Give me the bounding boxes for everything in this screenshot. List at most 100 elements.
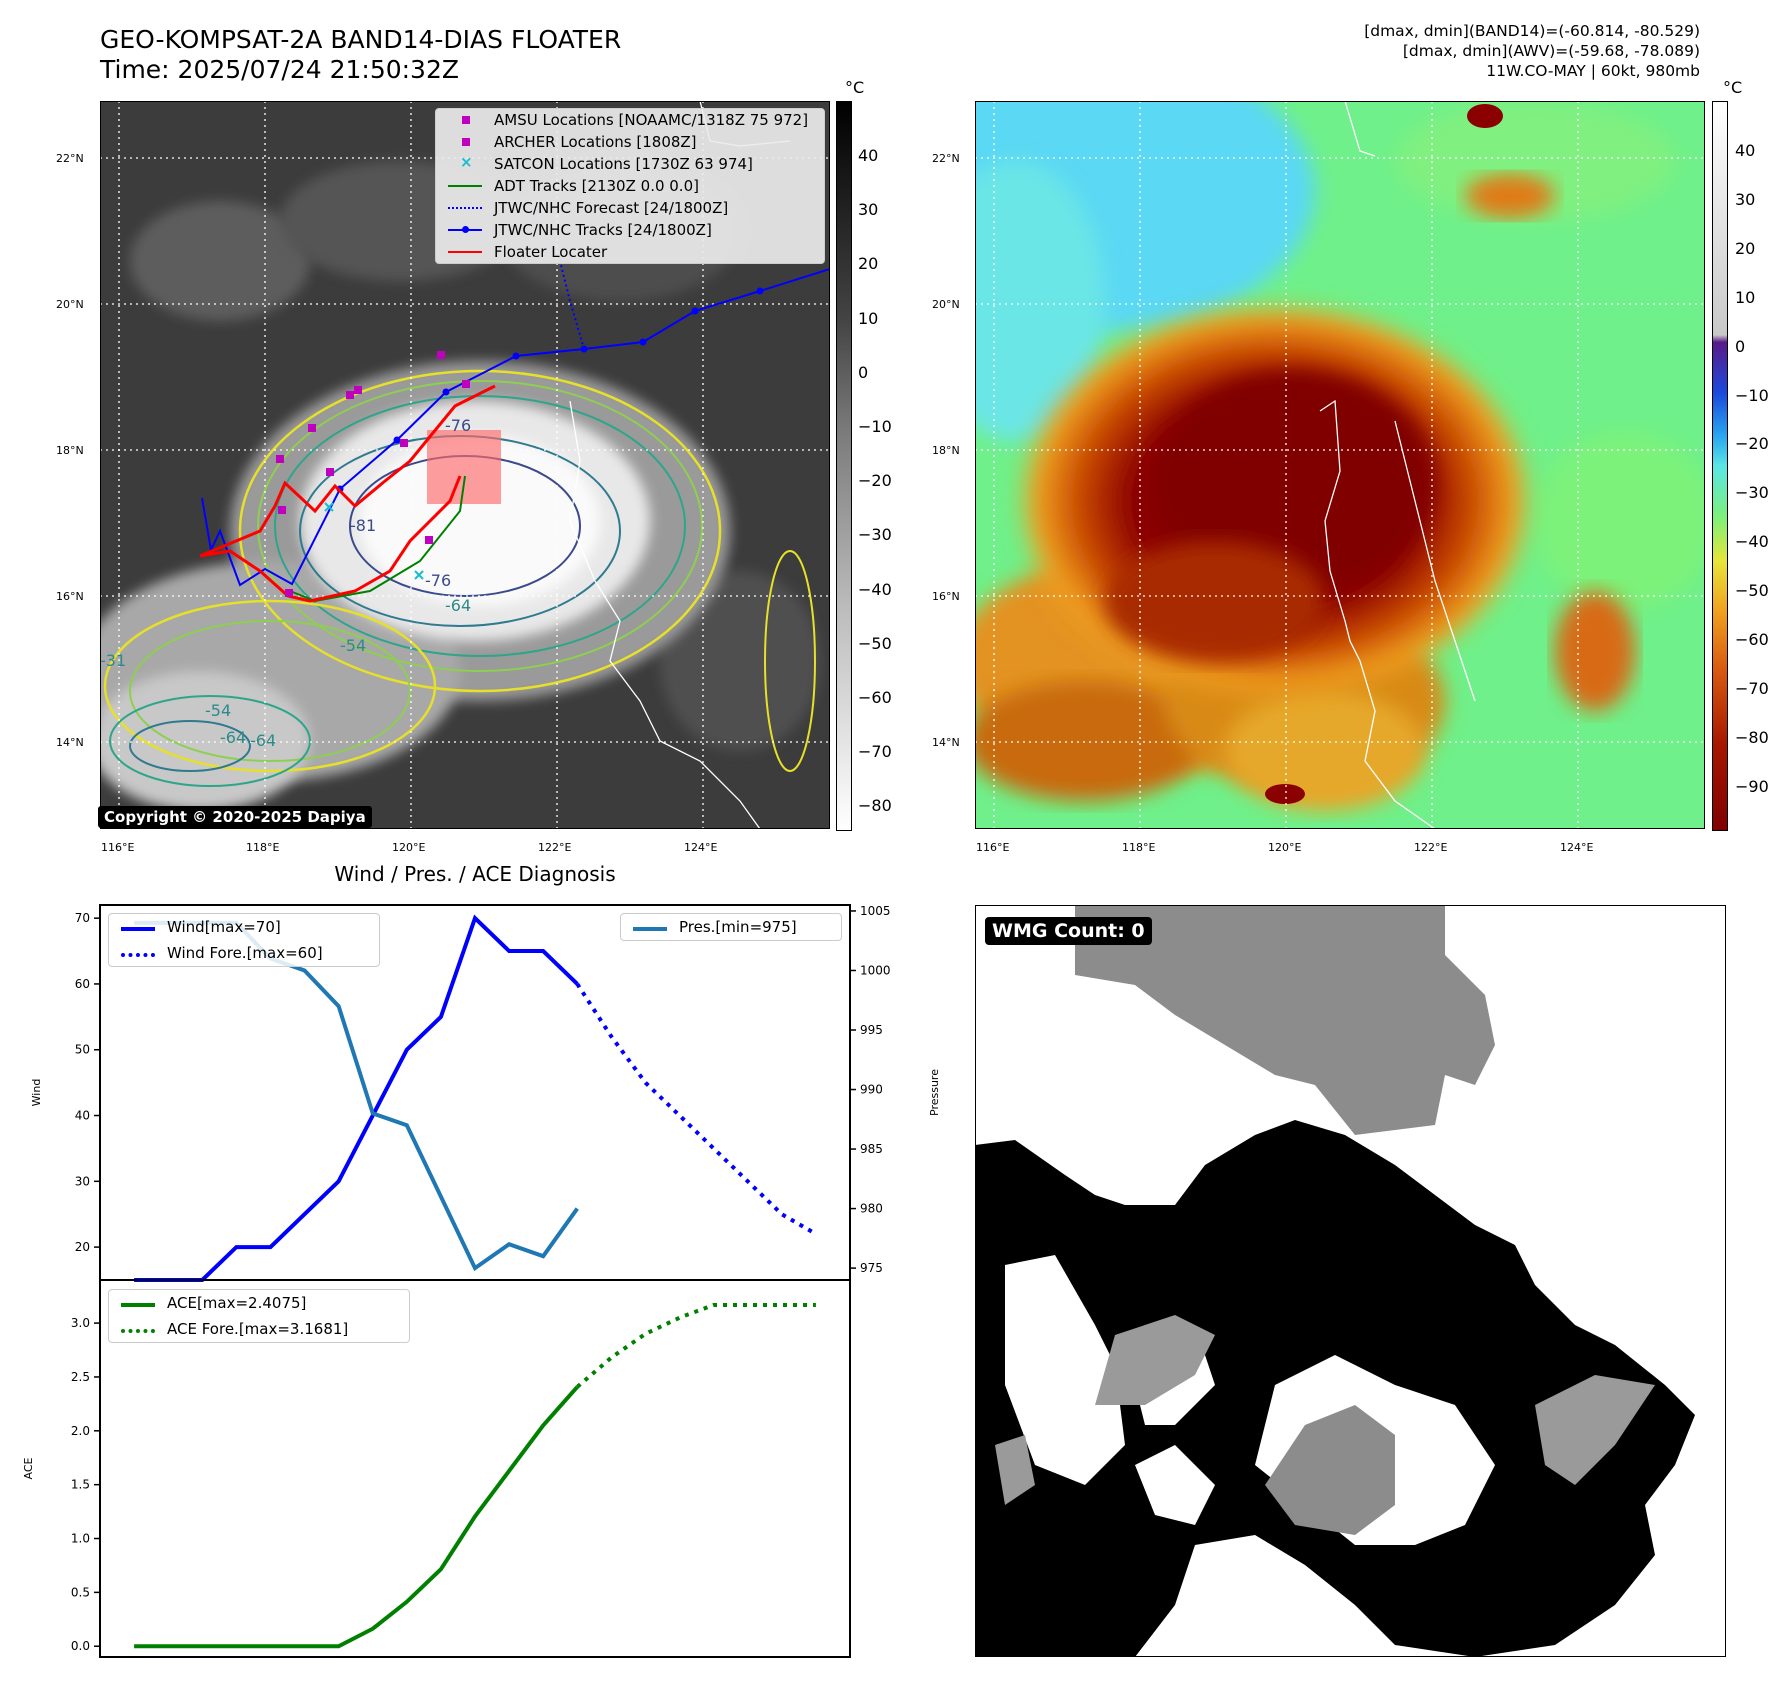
colorbar-tick: −40 — [858, 579, 892, 599]
ace-tick-label: 0.0 — [71, 1639, 90, 1653]
series-line — [134, 1385, 579, 1649]
line-marker-icon — [121, 927, 155, 931]
legend-item: Wind Fore.[max=60] — [109, 940, 379, 966]
ace-tick-label: 0.5 — [71, 1585, 90, 1599]
colorbar-tick: 40 — [858, 146, 879, 165]
colorbar-tick: −60 — [1735, 630, 1769, 649]
wind-tick-label: 20 — [75, 1240, 90, 1254]
ace-axis-label: ACE — [22, 1457, 35, 1479]
colorbar-tick: 40 — [1735, 141, 1756, 160]
pressure-tick-label: 975 — [860, 1261, 883, 1275]
colorbar-tick: −70 — [1735, 678, 1769, 698]
legend-item: AMSU Locations [NOAAMC/1318Z 75 972] — [436, 109, 824, 131]
square-marker-icon — [462, 116, 470, 124]
ace-tick-label: 3.0 — [71, 1316, 90, 1330]
x-marker-icon: × — [460, 153, 473, 171]
line-marker-icon — [633, 927, 667, 931]
legend-item: ADT Tracks [2130Z 0.0 0.0] — [436, 175, 824, 197]
wmg-count-badge: WMG Count: 0 — [985, 917, 1152, 945]
legend-item: Pres.[min=975] — [621, 914, 841, 940]
ace-axes — [99, 1279, 851, 1658]
wmg-panel — [975, 905, 1726, 1657]
colorbar-tick: −30 — [1735, 483, 1769, 503]
colorbar-tick: −60 — [858, 688, 892, 707]
copyright-label: Copyright © 2020-2025 Dapiya — [98, 806, 372, 828]
contour-label: -64 — [445, 596, 471, 615]
wind-legend: Wind[max=70] Wind Fore.[max=60] — [108, 913, 380, 967]
lon-tick: 122°E — [538, 841, 572, 854]
pressure-tick-label: 985 — [860, 1142, 883, 1156]
contour-label: -76 — [445, 416, 471, 435]
lon-tick: 120°E — [392, 841, 426, 854]
colorbar-tick: −10 — [1735, 385, 1769, 405]
contour-label: -64 — [220, 728, 246, 747]
map-legend: AMSU Locations [NOAAMC/1318Z 75 972] ARC… — [435, 108, 825, 264]
colorbar-tick: −10 — [858, 417, 892, 436]
colorbar-tick: 10 — [1735, 287, 1756, 307]
legend-item: Wind[max=70] — [109, 914, 379, 940]
colorbar-tick: 10 — [858, 308, 879, 328]
lat-tick: 18°N — [56, 444, 84, 457]
pressure-tick-label: 990 — [860, 1083, 883, 1097]
diagnosis-title: Wind / Pres. / ACE Diagnosis — [334, 862, 616, 886]
pressure-tick-label: 1005 — [860, 904, 891, 918]
lon-tick: 120°E — [1268, 841, 1302, 854]
colorbar-left — [836, 101, 852, 831]
series-line — [575, 982, 817, 1236]
series-line — [134, 920, 579, 1272]
legend-item: JTWC/NHC Tracks [24/1800Z] — [436, 219, 824, 241]
lon-tick: 124°E — [684, 841, 718, 854]
ace-tick-label: 1.0 — [71, 1532, 90, 1546]
colorbar-tick: −30 — [858, 525, 892, 545]
lat-tick: 20°N — [56, 298, 84, 311]
legend-item: Floater Locater — [436, 241, 824, 263]
lat-tick: 22°N — [56, 152, 84, 165]
storm-info: 11W.CO-MAY | 60kt, 980mb — [1486, 62, 1700, 80]
colorbar-tick: −20 — [1735, 434, 1769, 454]
wind-tick-label: 40 — [75, 1109, 90, 1123]
pressure-tick-label: 995 — [860, 1023, 883, 1037]
lat-tick: 14°N — [932, 736, 960, 749]
legend-item: ARCHER Locations [1808Z] — [436, 131, 824, 153]
lon-tick: 124°E — [1560, 841, 1594, 854]
series-line — [134, 914, 579, 1282]
pressure-tick-label: 1000 — [860, 963, 891, 977]
pressure-tick-label: 980 — [860, 1202, 883, 1216]
pressure-legend: Pres.[min=975] — [620, 913, 842, 941]
colorbar-tick: −40 — [1735, 532, 1769, 552]
lat-tick: 16°N — [932, 590, 960, 603]
lon-tick: 118°E — [246, 841, 280, 854]
legend-item: × SATCON Locations [1730Z 63 974] — [460, 153, 753, 173]
legend-item: ACE Fore.[max=3.1681] — [109, 1316, 409, 1342]
ace-tick-label: 2.0 — [71, 1424, 90, 1438]
chart-time: Time: 2025/07/24 21:50:32Z — [100, 55, 459, 84]
colorbar-tick: 30 — [858, 200, 879, 220]
contour-label: -81 — [350, 516, 376, 535]
lon-tick: 118°E — [1122, 841, 1156, 854]
square-marker-icon — [462, 138, 470, 146]
colorbar-tick: −80 — [1735, 727, 1769, 747]
colorbar-tick: −50 — [1735, 581, 1769, 601]
colorbar-tick: 20 — [858, 254, 879, 274]
awv-map — [975, 101, 1705, 829]
colorbar-tick: −50 — [858, 633, 892, 653]
contour-label: -54 — [340, 636, 366, 655]
wind-tick-label: 30 — [75, 1174, 90, 1188]
ace-legend: ACE[max=2.4075] ACE Fore.[max=3.1681] — [108, 1289, 410, 1343]
colorbar-tick: −20 — [858, 471, 892, 491]
line-marker-icon — [448, 251, 482, 253]
legend-item: JTWC/NHC Forecast [24/1800Z] — [436, 197, 824, 219]
contour-label: -64 — [250, 731, 276, 750]
lat-tick: 20°N — [932, 298, 960, 311]
line-marker-icon — [448, 185, 482, 187]
wind-tick-label: 60 — [75, 977, 90, 991]
colorbar-unit: °C — [845, 78, 865, 97]
lat-tick: 22°N — [932, 152, 960, 165]
dotted-line-icon — [121, 1329, 155, 1333]
contour-label: -76 — [425, 571, 451, 590]
dotted-line-icon — [121, 953, 155, 957]
wind-tick-label: 70 — [75, 911, 90, 925]
contour-label: -54 — [205, 701, 231, 720]
colorbar-right — [1712, 101, 1728, 831]
wind-axis-label: Wind — [30, 1079, 43, 1107]
